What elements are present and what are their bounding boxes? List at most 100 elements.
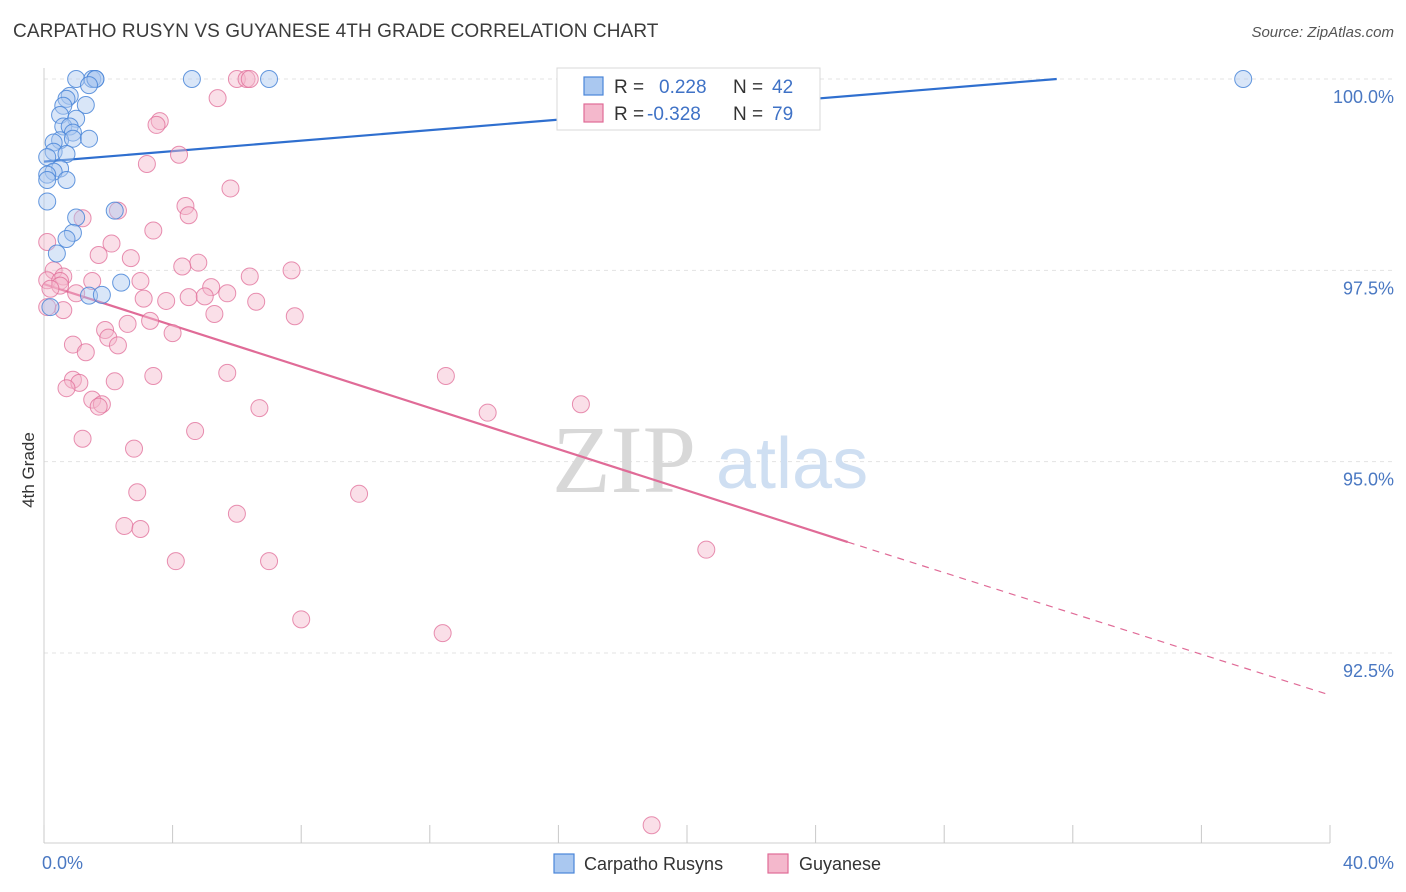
chart-title: CARPATHO RUSYN VS GUYANESE 4TH GRADE COR…: [13, 21, 659, 42]
guyanese-point-6: [147, 115, 166, 134]
guyanese-point-56: [436, 366, 455, 385]
guyanese-point-72: [697, 540, 716, 559]
grid-lines: [44, 78, 1392, 654]
guyanese-point-49: [108, 336, 127, 355]
guyanese-point-19: [189, 253, 208, 272]
series-legend-swatch-blue: [553, 853, 575, 874]
guyanese-point-7: [170, 145, 189, 164]
legend-r-label-blue: R =: [614, 77, 644, 98]
series-legend: Carpatho Rusyns Guyanese: [553, 853, 881, 874]
legend-r-value-blue: 0.228: [659, 77, 707, 98]
trend-lines: [43, 77, 1331, 696]
guyanese-point-35: [179, 288, 198, 307]
guyanese-point-37: [195, 287, 214, 306]
y-tick-label-1: 97.5%: [1343, 278, 1394, 298]
guyanese-point-33: [134, 289, 153, 308]
carpatho-rusyn-point-30: [105, 201, 124, 220]
guyanese-point-51: [218, 363, 237, 382]
guyanese-point-24: [131, 272, 150, 291]
guyanese-point-50: [76, 343, 95, 362]
guyanese-point-11: [179, 206, 198, 225]
guyanese-point-16: [102, 234, 121, 253]
guyanese-point-9: [221, 179, 240, 198]
guyanese-point-42: [285, 307, 304, 326]
guyanese-point-68: [350, 484, 369, 503]
guyanese-point-25: [240, 267, 259, 286]
legend-n-label-blue: N =: [733, 77, 763, 98]
carpatho-rusyn-point-8: [60, 86, 79, 105]
guyanese-point-59: [92, 395, 111, 414]
y-axis-label: 4th Grade: [19, 432, 38, 508]
y-tick-label-3: 92.5%: [1343, 661, 1394, 681]
guyanese-point-61: [250, 399, 269, 418]
guyanese-point-46: [99, 328, 118, 347]
guyanese-point-4: [208, 89, 227, 108]
guyanese-point-47: [163, 324, 182, 343]
carpatho-rusyn-point-26: [38, 165, 57, 184]
guyanese-point-74: [260, 552, 279, 571]
carpatho-rusyn-point-31: [67, 208, 86, 227]
carpatho-rusyn-point-36: [80, 286, 99, 305]
carpatho-rusyn-point-18: [63, 129, 82, 148]
guyanese-point-30: [51, 276, 70, 295]
carpatho-rusyn-point-7: [80, 76, 99, 95]
guyanese-point-44: [118, 314, 137, 333]
carpatho-rusyn-point-38: [41, 298, 60, 317]
guyanese-trend-line-extended: [847, 541, 1331, 696]
guyanese-point-41: [141, 311, 160, 330]
legend-n-value-blue: 42: [772, 77, 793, 98]
guyanese-point-60: [89, 397, 108, 416]
guyanese-point-8: [137, 154, 156, 173]
guyanese-point-20: [173, 257, 192, 276]
guyanese-point-69: [227, 504, 246, 523]
carpatho-rusyn-trend-line: [43, 77, 1057, 163]
y-tick-label-0: 100.0%: [1333, 87, 1394, 107]
guyanese-point-54: [105, 372, 124, 391]
y-tick-labels: 100.0% 97.5% 95.0% 92.5%: [1333, 87, 1394, 681]
carpatho-rusyn-point-37: [92, 285, 111, 304]
guyanese-point-31: [41, 279, 60, 298]
carpatho-rusyn-point-33: [57, 229, 76, 248]
legend-n-label-pink: N =: [733, 104, 763, 125]
guyanese-point-27: [83, 272, 102, 291]
carpatho-rusyn-points: [38, 70, 1253, 317]
guyanese-trend-line: [43, 283, 849, 544]
guyanese-point-34: [157, 291, 176, 310]
legend-n-value-pink: 79: [772, 104, 793, 125]
guyanese-point-18: [121, 249, 140, 268]
guyanese-points: [38, 70, 716, 835]
guyanese-point-75: [292, 610, 311, 629]
carpatho-rusyn-point-28: [38, 171, 57, 190]
carpatho-rusyn-point-35: [112, 273, 131, 292]
series-legend-label-pink: Guyanese: [799, 854, 881, 874]
legend-swatch-blue: [583, 76, 604, 96]
legend-swatch-pink: [583, 103, 604, 123]
carpatho-rusyn-point-34: [47, 244, 66, 263]
guyanese-point-15: [38, 233, 57, 252]
y-tick-label-2: 95.0%: [1343, 470, 1394, 490]
guyanese-point-63: [571, 395, 590, 414]
carpatho-rusyn-point-5: [260, 70, 279, 88]
guyanese-point-36: [218, 284, 237, 303]
watermark-zip: ZIP: [552, 406, 696, 513]
guyanese-point-17: [89, 246, 108, 265]
stats-legend: R = 0.228 N = 42 R = -0.328 N = 79: [556, 67, 821, 131]
guyanese-point-40: [205, 304, 224, 323]
guyanese-point-58: [83, 390, 102, 409]
guyanese-point-71: [131, 520, 150, 539]
guyanese-point-52: [144, 366, 163, 385]
x-tick-labels: 0.0% 40.0%: [42, 853, 1394, 873]
guyanese-point-65: [73, 429, 92, 448]
guyanese-point-66: [125, 439, 144, 458]
carpatho-rusyn-point-6: [1234, 70, 1253, 88]
guyanese-point-3: [240, 70, 259, 88]
guyanese-point-62: [478, 403, 497, 422]
chart-source: Source: ZipAtlas.com: [1251, 24, 1394, 41]
watermark-atlas: atlas: [716, 424, 868, 504]
x-tick-label-max: 40.0%: [1343, 853, 1394, 873]
series-legend-swatch-pink: [767, 853, 789, 874]
guyanese-point-64: [186, 422, 205, 441]
guyanese-point-29: [51, 272, 70, 291]
guyanese-point-76: [433, 624, 452, 643]
carpatho-rusyn-point-4: [182, 70, 201, 88]
